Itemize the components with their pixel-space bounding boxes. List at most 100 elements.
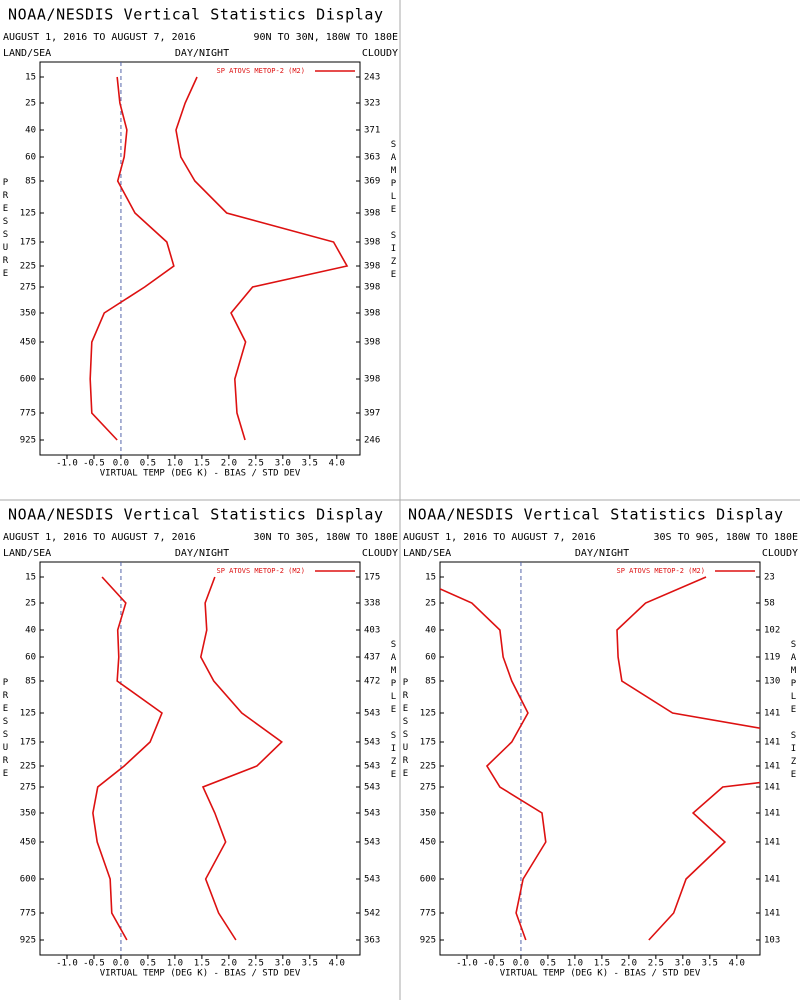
y-tick-label: 15 xyxy=(25,573,36,583)
cloudy: CLOUDY xyxy=(362,48,398,59)
sample-size-label: 543 xyxy=(364,875,380,885)
y-tick-label: 85 xyxy=(425,677,436,687)
sample-size-label: 141 xyxy=(764,909,780,919)
chart-title: NOAA/NESDIS Vertical Statistics Display xyxy=(408,506,784,524)
x-tick-label: 1.0 xyxy=(167,459,183,469)
legend-label: SP ATOVS METOP-2 (M2) xyxy=(216,567,305,575)
y-tick-label: 225 xyxy=(420,762,436,772)
sample-size-label: 363 xyxy=(364,936,380,946)
y-tick-label: 125 xyxy=(20,709,36,719)
y-tick-label: 40 xyxy=(25,126,36,136)
x-tick-label: 0.0 xyxy=(113,459,129,469)
y-axis-label: PRESSURE xyxy=(1,178,11,282)
sample-size-label: 398 xyxy=(364,283,380,293)
panel: NOAA/NESDIS Vertical Statistics Display A… xyxy=(401,506,799,979)
x-tick-label: 2.0 xyxy=(221,959,237,969)
y-tick-label: 275 xyxy=(20,283,36,293)
y-tick-label: 25 xyxy=(25,599,36,609)
y-tick-label: 25 xyxy=(25,99,36,109)
y-tick-label: 175 xyxy=(20,738,36,748)
x-axis-label: VIRTUAL TEMP (DEG K) - BIAS / STD DEV xyxy=(100,469,301,479)
x-tick-label: 1.0 xyxy=(167,959,183,969)
subtitle: AUGUST 1, 2016 TO AUGUST 7, 2016 xyxy=(3,532,196,543)
y-axis-label: PRESSURE xyxy=(401,678,411,782)
y2-axis-label: SAMPLE SIZE xyxy=(389,140,399,283)
x-tick-label: -0.5 xyxy=(83,459,105,469)
sample-size-label: 543 xyxy=(364,709,380,719)
sample-size-label: 437 xyxy=(364,653,380,663)
land-sea: LAND/SEA xyxy=(403,548,451,559)
sample-size-label: 243 xyxy=(364,73,380,83)
y-tick-label: 600 xyxy=(20,875,36,885)
x-tick-label: 3.5 xyxy=(302,959,318,969)
y-tick-label: 125 xyxy=(20,209,36,219)
sample-size-label: 397 xyxy=(364,409,380,419)
x-tick-label: 4.0 xyxy=(329,959,345,969)
x-tick-label: 2.0 xyxy=(221,459,237,469)
x-tick-label: 4.0 xyxy=(329,459,345,469)
x-tick-label: 1.5 xyxy=(194,459,210,469)
x-tick-label: 1.0 xyxy=(567,959,583,969)
y-tick-label: 775 xyxy=(420,909,436,919)
legend-label: SP ATOVS METOP-2 (M2) xyxy=(616,567,705,575)
sample-size-label: 472 xyxy=(364,677,380,687)
sample-size-label: 58 xyxy=(764,599,775,609)
sample-size-label: 23 xyxy=(764,573,775,583)
x-tick-label: -1.0 xyxy=(56,959,78,969)
x-tick-label: -0.5 xyxy=(83,959,105,969)
sample-size-label: 369 xyxy=(364,177,380,187)
y-tick-label: 600 xyxy=(420,875,436,885)
day-night: DAY/NIGHT xyxy=(175,48,229,59)
y-tick-label: 15 xyxy=(25,73,36,83)
sample-size-label: 141 xyxy=(764,809,780,819)
series-line xyxy=(92,576,163,941)
x-tick-label: 3.0 xyxy=(275,959,291,969)
y-tick-label: 125 xyxy=(420,709,436,719)
chart-title: NOAA/NESDIS Vertical Statistics Display xyxy=(8,506,384,524)
series-line xyxy=(199,576,283,941)
y-tick-label: 925 xyxy=(20,936,36,946)
panel: NOAA/NESDIS Vertical Statistics Display A… xyxy=(1,6,399,479)
sample-size-label: 141 xyxy=(764,875,780,885)
y-tick-label: 925 xyxy=(20,436,36,446)
land-sea: LAND/SEA xyxy=(3,48,51,59)
region: 30S TO 90S, 180W TO 180E xyxy=(654,532,799,543)
y-tick-label: 350 xyxy=(20,309,36,319)
series-line xyxy=(175,76,349,441)
y-tick-label: 175 xyxy=(20,238,36,248)
sample-size-label: 543 xyxy=(364,838,380,848)
y-tick-label: 450 xyxy=(20,838,36,848)
plot-frame xyxy=(39,61,361,456)
x-tick-label: 1.5 xyxy=(194,959,210,969)
sample-size-label: 119 xyxy=(764,653,780,663)
x-tick-label: 2.5 xyxy=(248,959,264,969)
y-tick-label: 450 xyxy=(20,338,36,348)
y-tick-label: 85 xyxy=(25,677,36,687)
y-tick-label: 775 xyxy=(20,409,36,419)
y-tick-label: 225 xyxy=(20,762,36,772)
day-night: DAY/NIGHT xyxy=(575,548,629,559)
y-tick-label: 40 xyxy=(425,626,436,636)
y-tick-label: 450 xyxy=(420,838,436,848)
y-tick-label: 60 xyxy=(425,653,436,663)
land-sea: LAND/SEA xyxy=(3,548,51,559)
cloudy: CLOUDY xyxy=(362,548,398,559)
sample-size-label: 398 xyxy=(364,309,380,319)
sample-size-label: 543 xyxy=(364,762,380,772)
plot-frame xyxy=(439,561,761,956)
region: 30N TO 30S, 180W TO 180E xyxy=(254,532,399,543)
sample-size-label: 403 xyxy=(364,626,380,636)
day-night: DAY/NIGHT xyxy=(175,548,229,559)
sample-size-label: 398 xyxy=(364,375,380,385)
y-tick-label: 25 xyxy=(425,599,436,609)
x-tick-label: -1.0 xyxy=(56,459,78,469)
sample-size-label: 398 xyxy=(364,238,380,248)
y-tick-label: 350 xyxy=(420,809,436,819)
sample-size-label: 175 xyxy=(364,573,380,583)
x-tick-label: 0.5 xyxy=(140,459,156,469)
x-tick-label: 0.0 xyxy=(113,959,129,969)
chart-title: NOAA/NESDIS Vertical Statistics Display xyxy=(8,6,384,24)
y-tick-label: 775 xyxy=(20,909,36,919)
x-tick-label: -0.5 xyxy=(483,959,505,969)
